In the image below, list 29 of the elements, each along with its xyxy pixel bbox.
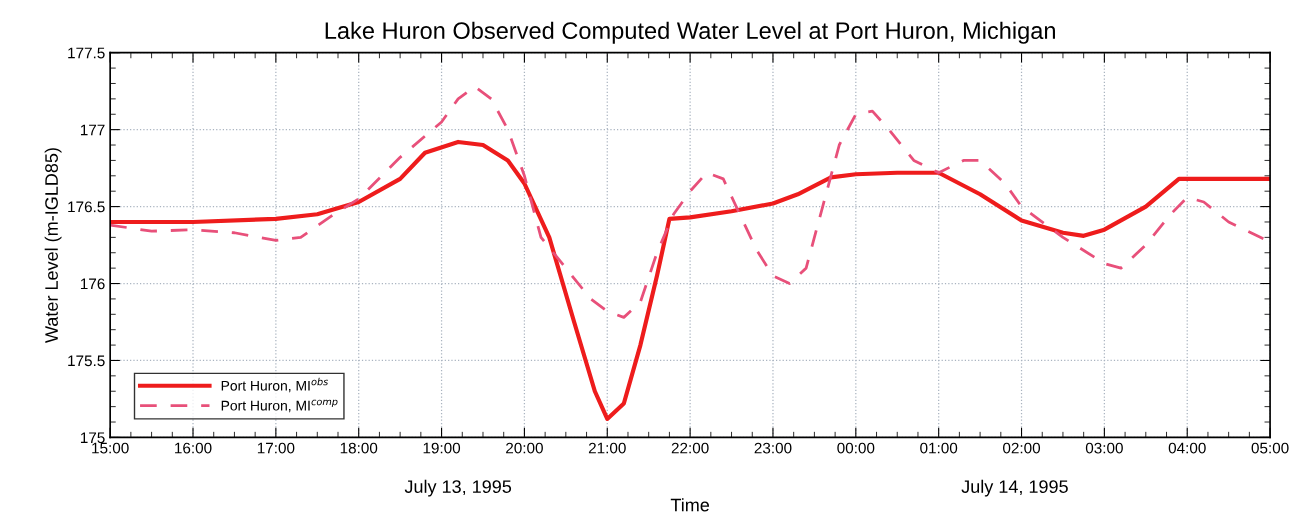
x-tick-label: 19:00 — [423, 442, 461, 454]
x-axis-title: Time — [670, 498, 710, 512]
x-tick-label: 22:00 — [671, 442, 709, 454]
x-tick-label: 23:00 — [754, 442, 792, 454]
y-axis-title: Water Level (m-IGLD85) — [44, 148, 62, 343]
x-tick-label: 02:00 — [1003, 442, 1041, 454]
x-tick-label: 05:00 — [1251, 442, 1289, 454]
text: July 14, 1995 — [961, 479, 1068, 497]
x-tick-label: 21:00 — [588, 442, 626, 454]
line-series — [110, 139, 1271, 422]
chart-title: Lake Huron Observed Computed Water Level at Port Huron, Michigan — [325, 21, 1055, 44]
x-tick-label: 04:00 — [1168, 442, 1206, 454]
legend-label: Port Huron, MI$^{comp}$ — [221, 399, 338, 413]
legend-label: Port Huron, MI$^{obs}$ — [221, 377, 329, 393]
y-tick-label: 176 — [80, 278, 105, 290]
y-tick-label: 176.5 — [68, 201, 105, 213]
x-tick-label: 01:00 — [920, 442, 958, 454]
x-tick-label: 20:00 — [506, 442, 543, 454]
x-tick-label: 18:00 — [340, 442, 378, 454]
x-tick-label: 15:00 — [92, 442, 129, 454]
y-tick-label: 177.5 — [68, 47, 105, 59]
x-tick-label: 17:00 — [257, 442, 295, 454]
y-tick-label: 175.5 — [68, 355, 105, 367]
text: July 13, 1995 — [404, 479, 512, 497]
y-tick-label: 175 — [80, 432, 105, 444]
x-tick-label: 00:00 — [837, 442, 875, 454]
x-tick-label: 16:00 — [175, 442, 212, 454]
x-tick-label: 03:00 — [1085, 442, 1123, 454]
y-tick-label: 177 — [80, 124, 105, 136]
